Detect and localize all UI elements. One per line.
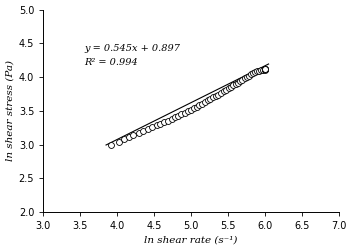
Point <box>158 122 163 126</box>
Point <box>240 78 245 82</box>
Point <box>131 134 136 138</box>
Point <box>228 85 234 89</box>
Point <box>154 124 159 128</box>
Point <box>194 104 199 108</box>
Point <box>242 76 247 80</box>
Point <box>226 86 231 90</box>
Y-axis label: ln shear stress (Pa): ln shear stress (Pa) <box>6 60 14 162</box>
Point <box>150 125 155 129</box>
Point <box>202 100 208 104</box>
Point <box>205 98 210 102</box>
Point <box>252 70 258 74</box>
Point <box>254 70 260 73</box>
Point <box>116 140 122 143</box>
Point <box>246 74 252 78</box>
Point <box>260 68 266 72</box>
Point <box>263 67 268 71</box>
Point <box>145 128 151 132</box>
Point <box>213 94 219 98</box>
Point <box>257 69 262 73</box>
Point <box>208 97 213 101</box>
Point <box>263 67 268 71</box>
Point <box>172 115 178 119</box>
Text: y = 0.545x + 0.897: y = 0.545x + 0.897 <box>84 44 180 54</box>
Point <box>244 75 250 79</box>
Point <box>263 67 268 71</box>
Point <box>218 91 224 95</box>
Point <box>126 136 132 140</box>
Point <box>262 68 268 72</box>
X-axis label: ln shear rate (s⁻¹): ln shear rate (s⁻¹) <box>144 236 238 244</box>
Point <box>215 92 221 96</box>
Point <box>233 82 239 86</box>
Point <box>188 108 194 112</box>
Point <box>162 120 167 124</box>
Point <box>238 79 243 83</box>
Point <box>136 132 142 136</box>
Point <box>248 72 254 76</box>
Point <box>182 110 187 114</box>
Point <box>178 112 184 116</box>
Point <box>251 72 256 76</box>
Point <box>121 138 127 141</box>
Point <box>140 129 146 133</box>
Point <box>169 117 174 121</box>
Text: R² = 0.994: R² = 0.994 <box>84 58 138 67</box>
Point <box>191 106 196 110</box>
Point <box>200 102 205 106</box>
Point <box>221 89 226 93</box>
Point <box>231 84 236 87</box>
Point <box>185 109 190 113</box>
Point <box>165 118 171 122</box>
Point <box>196 103 202 107</box>
Point <box>223 88 229 92</box>
Point <box>258 68 264 72</box>
Point <box>235 80 241 84</box>
Point <box>108 143 113 147</box>
Point <box>210 96 216 100</box>
Point <box>262 67 268 71</box>
Point <box>263 67 268 71</box>
Point <box>175 114 181 118</box>
